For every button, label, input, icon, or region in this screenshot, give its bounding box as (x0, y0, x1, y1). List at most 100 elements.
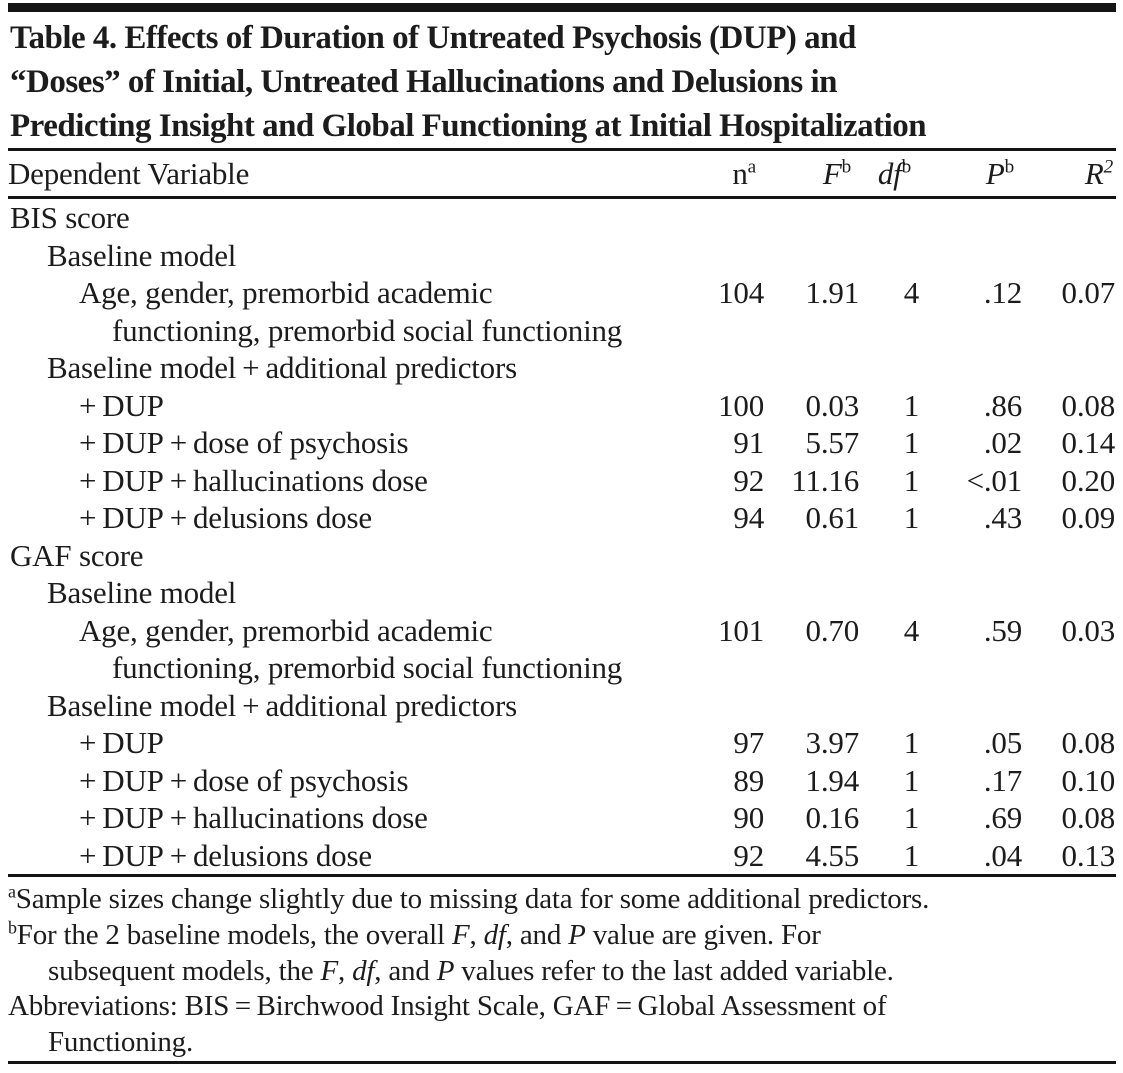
superscript: b (841, 156, 852, 178)
top-rule (8, 3, 1116, 12)
cell-n: 97 (733, 725, 764, 760)
superscript: 2 (1103, 156, 1114, 178)
row-label: Baseline model (47, 575, 237, 610)
footnote-text: df (483, 918, 506, 951)
title-bottom-rule (8, 148, 1116, 151)
table-row: + DUP + delusions dose 94 0.61 1 .43 0.09 (8, 499, 1116, 537)
table-row: + DUP + hallucinations dose 90 0.16 1 .69 0.0… (8, 799, 1116, 837)
cell-r2: 0.08 (1061, 725, 1116, 760)
cell-f: 1.91 (805, 275, 860, 310)
superscript: a (747, 156, 757, 178)
cell-p: .69 (983, 800, 1022, 835)
row-label: + DUP + hallucinations dose (79, 800, 428, 835)
table-row: Age, gender, premorbid academic 104 1.91 4.… (8, 274, 1116, 312)
table-title: Table 4. Effects of Duration of Untreate… (10, 16, 1116, 148)
cell-f: 0.16 (805, 800, 860, 835)
column-header-r2: R2 (1084, 156, 1114, 191)
footnote-text: Sample sizes change slightly due to miss… (15, 883, 930, 915)
table-row: + DUP + delusions dose 92 4.55 1 .04 0.13 (8, 837, 1116, 875)
footnote-line: subsequent models, the F, df, and P valu… (8, 954, 1116, 990)
cell-f: 5.57 (805, 425, 860, 460)
cell-r2: 0.03 (1061, 612, 1116, 648)
title-line-1: Table 4. Effects of Duration of Untreate… (10, 20, 856, 56)
footnote-text: For the 2 baseline models, the overall (16, 918, 452, 951)
footnote-text: P (568, 918, 586, 951)
footnote-line: Functioning. (8, 1025, 1116, 1061)
table-row: functioning, premorbid social functionin… (8, 312, 1116, 350)
cell-df: 1 (903, 837, 920, 873)
cell-p: .04 (983, 837, 1022, 873)
cell-f: 0.03 (805, 387, 860, 423)
table-row: + DUP + dose of psychosis 91 5.57 1 .02 0.14 (8, 424, 1116, 462)
row-label: + DUP + hallucinations dose (79, 462, 428, 498)
table-row: Baseline model (8, 574, 1116, 612)
row-label: Age, gender, premorbid academic (79, 275, 493, 310)
column-header-f: Fb (822, 156, 852, 191)
footnote-text: F (320, 954, 338, 987)
cell-f: 1.94 (805, 762, 860, 798)
cell-f: 0.70 (805, 612, 860, 648)
row-label: BIS score (10, 200, 130, 235)
footnote-marker: b (8, 917, 17, 938)
row-label: + DUP + delusions dose (79, 837, 372, 873)
footnote-text: subsequent models, the (48, 954, 321, 987)
cell-p: .02 (983, 425, 1022, 460)
cell-df: 1 (903, 462, 920, 498)
cell-n: 101 (718, 612, 764, 648)
footnote-text: value are given. For (585, 918, 821, 951)
column-header-df: dfb (877, 156, 911, 191)
cell-f: 0.61 (805, 500, 860, 535)
footnotes: aSample sizes change slightly due to mis… (8, 882, 1116, 1061)
footnote-text: Abbreviations: BIS = Birchwood Insight S… (8, 990, 887, 1023)
row-label: + DUP + dose of psychosis (79, 762, 409, 798)
title-line-2: “Doses” of Initial, Untreated Hallucinat… (10, 64, 838, 100)
cell-df: 1 (903, 387, 920, 423)
footnote-text: df (352, 954, 375, 987)
table-row: Baseline model + additional predictors (8, 349, 1116, 387)
table-row: Age, gender, premorbid academic 101 0.70 4.… (8, 612, 1116, 650)
footnote-text: , and (374, 954, 437, 987)
row-label: Age, gender, premorbid academic (79, 612, 493, 648)
row-label: functioning, premorbid social functionin… (112, 312, 623, 348)
cell-f: 11.16 (791, 462, 859, 498)
footnote-text: , (469, 918, 484, 951)
table-row: GAF score (8, 537, 1116, 575)
table-header-row: Dependent Variable na Fb dfb Pb R2 (8, 151, 1116, 196)
superscript: b (1004, 156, 1015, 178)
cell-p: .59 (983, 612, 1022, 648)
cell-df: 1 (903, 425, 920, 460)
cell-r2: 0.13 (1061, 837, 1116, 873)
column-header-n: na (732, 156, 757, 191)
footnote-line: Abbreviations: BIS = Birchwood Insight S… (8, 989, 1116, 1025)
table-body: BIS score Baseline model Age, gender, prem… (8, 199, 1116, 874)
cell-n: 90 (733, 800, 764, 835)
title-line-3: Predicting Insight and Global Functionin… (10, 108, 927, 144)
cell-n: 94 (733, 500, 764, 535)
cell-p: .17 (983, 762, 1022, 798)
column-header-p: Pb (985, 156, 1015, 191)
table-row: functioning, premorbid social functionin… (8, 649, 1116, 687)
row-label: GAF score (10, 537, 144, 573)
cell-df: 1 (903, 762, 920, 798)
cell-df: 1 (903, 725, 920, 760)
row-label: + DUP + delusions dose (79, 500, 372, 535)
cell-p: .43 (983, 500, 1022, 535)
row-label: Baseline model + additional predictors (47, 687, 517, 723)
cell-df: 4 (903, 612, 920, 648)
cell-df: 4 (903, 275, 920, 310)
cell-p: .05 (983, 725, 1022, 760)
table-row: Baseline model + additional predictors (8, 687, 1116, 725)
row-label: Baseline model (47, 237, 237, 273)
table-row: + DUP + dose of psychosis 89 1.94 1 .17 0.10 (8, 762, 1116, 800)
footnote-top-rule (8, 874, 1116, 877)
cell-r2: 0.07 (1061, 275, 1116, 310)
table-row: BIS score (8, 199, 1116, 237)
row-label: + DUP (79, 725, 164, 760)
table-row: Baseline model (8, 237, 1116, 275)
row-label: + DUP (79, 387, 164, 423)
header-bottom-rule (8, 196, 1116, 199)
cell-r2: 0.10 (1061, 762, 1116, 798)
cell-n: 104 (718, 275, 764, 310)
footnote-text: values refer to the last added variable. (454, 954, 894, 987)
